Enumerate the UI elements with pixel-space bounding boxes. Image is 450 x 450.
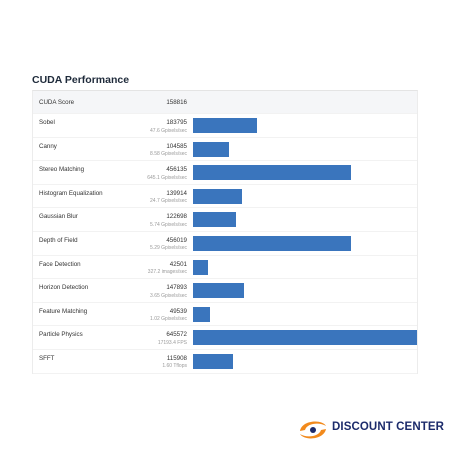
benchmark-name: Gaussian Blur [39,213,78,221]
benchmark-row: Sobel 183795 47.6 Gpixels/sec [33,114,417,138]
benchmark-score: 147893 [166,284,187,292]
score-bar [193,283,245,299]
cuda-performance-panel: CUDA Performance CUDA Score 158816 Sobel… [32,71,418,374]
benchmark-name: Sobel [39,119,55,126]
benchmark-row: Face Detection 42501 327.2 images/sec [33,256,417,280]
score-bar [193,165,352,181]
score-bar [193,235,352,251]
benchmark-score: 49539 [169,307,187,315]
benchmark-row: Gaussian Blur 122698 5.74 Gpixels/sec [33,208,417,232]
benchmark-score: 456019 [166,236,187,244]
benchmark-throughput: 327.2 images/sec [147,269,187,276]
benchmark-throughput: 24.7 Gpixels/sec [150,198,187,205]
benchmark-throughput: 8.58 Gpixels/sec [150,151,187,158]
benchmark-throughput: 1.02 Gpixels/sec [150,316,187,323]
benchmark-name: SFFT [39,354,55,362]
discount-center-logo: DISCOUNT CENTER [296,417,445,443]
score-bar [193,259,208,275]
benchmark-throughput: 47.6 Gpixels/sec [150,127,187,134]
benchmark-name: Stereo Matching [39,166,85,174]
benchmark-rows: Sobel 183795 47.6 Gpixels/sec Canny 104585 8.… [33,114,417,374]
benchmark-row: Stereo Matching 456135 645.1 Gpixels/sec [33,161,417,185]
benchmark-throughput: 3.65 Gpixels/sec [150,292,187,299]
benchmark-score: 122698 [166,213,187,221]
benchmark-name: Particle Physics [39,331,83,339]
benchmark-score: 104585 [166,142,187,150]
benchmark-row: Canny 104585 8.58 Gpixels/sec [33,138,417,162]
score-bar [193,118,257,133]
benchmark-name: Face Detection [39,260,81,268]
score-bar [193,141,230,157]
benchmark-name: Canny [39,142,57,150]
logo-text: DISCOUNT CENTER [332,421,445,433]
benchmark-score: 42501 [169,260,187,268]
benchmark-score: 645572 [166,331,187,339]
score-bar [193,212,236,228]
score-row: CUDA Score 158816 [33,91,417,114]
results-table: CUDA Score 158816 Sobel 183795 47.6 Gpixel… [32,90,418,374]
score-bar [193,330,417,346]
chart-title: CUDA Performance [32,74,130,86]
score-bar [193,306,211,322]
benchmark-row: Histogram Equalization 139914 24.7 Gpixels… [33,185,417,209]
benchmark-throughput: 1.60 Tflops [162,363,187,370]
benchmark-row: SFFT 115908 1.60 Tflops [33,350,417,374]
benchmark-row: Depth of Field 456019 5.29 Gpixels/sec [33,232,417,256]
benchmark-row: Horizon Detection 147893 3.65 Gpixels/sec [33,279,417,303]
score-bar [193,353,234,369]
benchmark-throughput: 5.29 Gpixels/sec [150,245,187,252]
benchmark-name: Depth of Field [39,236,78,244]
benchmark-throughput: 5.74 Gpixels/sec [150,221,187,228]
benchmark-score: 456135 [166,166,187,174]
score-label: CUDA Score [39,99,75,106]
benchmark-throughput: 17193.4 FPS [157,339,187,346]
benchmark-score: 115908 [166,354,187,362]
benchmark-score: 139914 [166,189,187,197]
swoosh-icon [300,421,326,439]
benchmark-score: 183795 [166,119,187,126]
benchmark-row: Feature Matching 49539 1.02 Gpixels/sec [33,303,417,327]
score-value: 158816 [166,99,187,106]
score-bar [193,188,242,204]
benchmark-name: Feature Matching [39,307,88,315]
benchmark-throughput: 645.1 Gpixels/sec [147,174,187,181]
benchmark-name: Histogram Equalization [39,189,103,197]
benchmark-row: Particle Physics 645572 17193.4 FPS [33,326,417,350]
benchmark-name: Horizon Detection [39,284,89,292]
